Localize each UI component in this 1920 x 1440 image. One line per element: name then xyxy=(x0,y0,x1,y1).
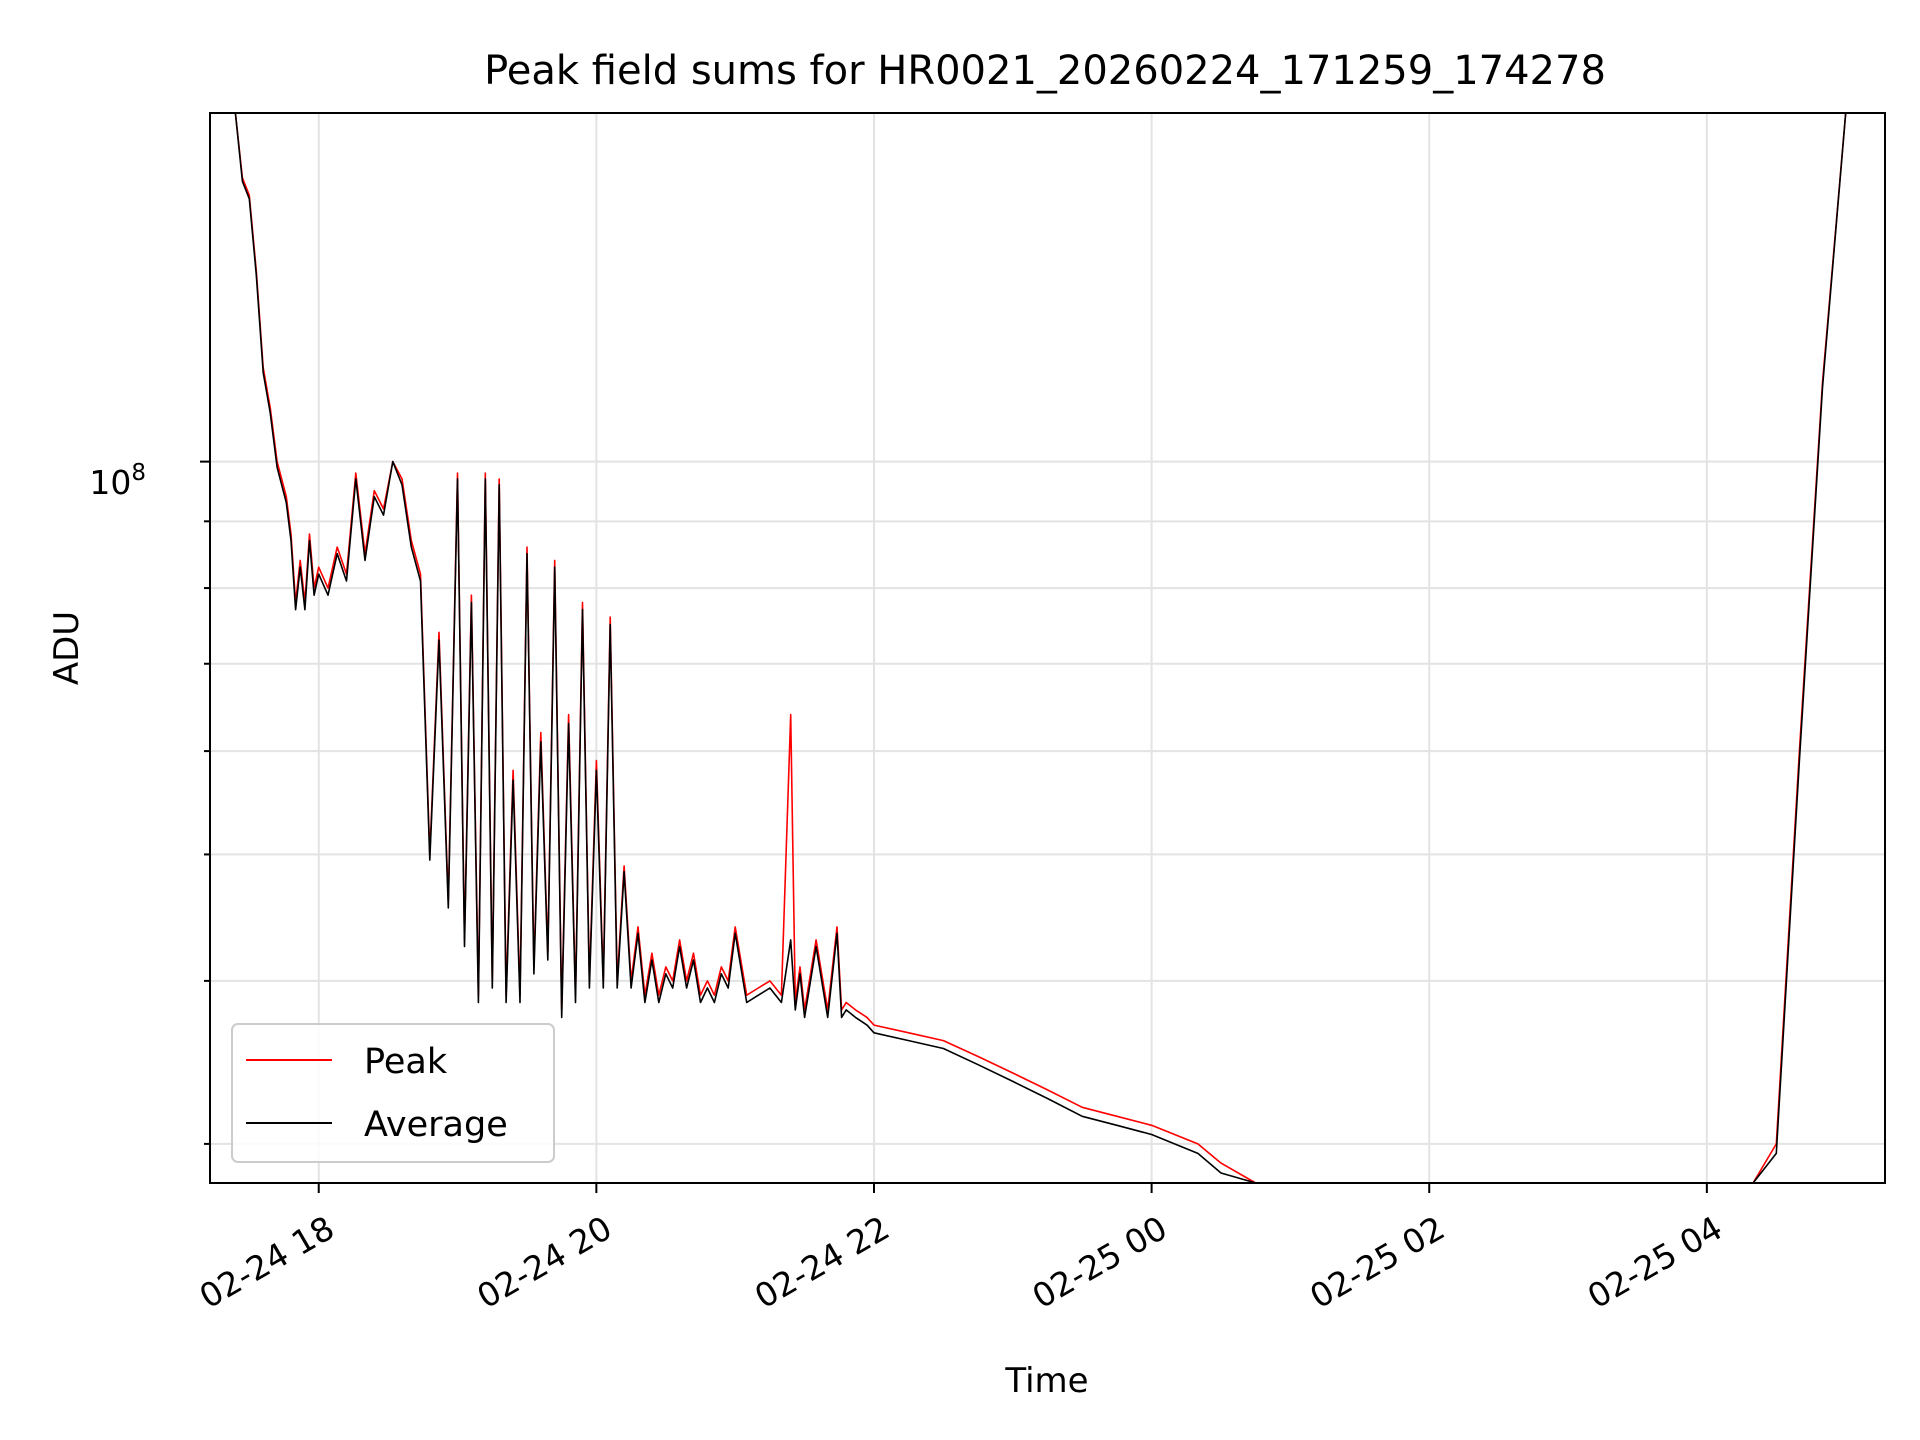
plot-background xyxy=(210,113,1885,1183)
series-line-average xyxy=(210,112,1885,1184)
grid xyxy=(210,113,1885,1183)
plot-area: 02-24 18 02-24 20 02-24 22 02-25 00 02-25 02… xyxy=(193,112,1886,1316)
svg-text:108: 108 xyxy=(89,460,146,502)
plot-frame xyxy=(209,112,1886,1184)
series-layer xyxy=(210,112,1885,1184)
chart-title: Peak field sums for HR0021_20260224_1712… xyxy=(484,48,1606,94)
y-axis-ticks xyxy=(200,460,210,1145)
y-tick-label-1e8: 108 xyxy=(89,460,146,502)
x-axis-label: Time xyxy=(1004,1361,1088,1401)
legend-label-average: Average xyxy=(364,1105,508,1145)
y-tick-exponent: 8 xyxy=(131,460,146,486)
legend: Peak Average xyxy=(231,1023,555,1163)
legend-label-peak: Peak xyxy=(364,1042,448,1082)
y-axis-label: ADU xyxy=(47,611,87,685)
y-tick-base: 10 xyxy=(89,463,131,502)
legend-box xyxy=(231,1023,555,1163)
